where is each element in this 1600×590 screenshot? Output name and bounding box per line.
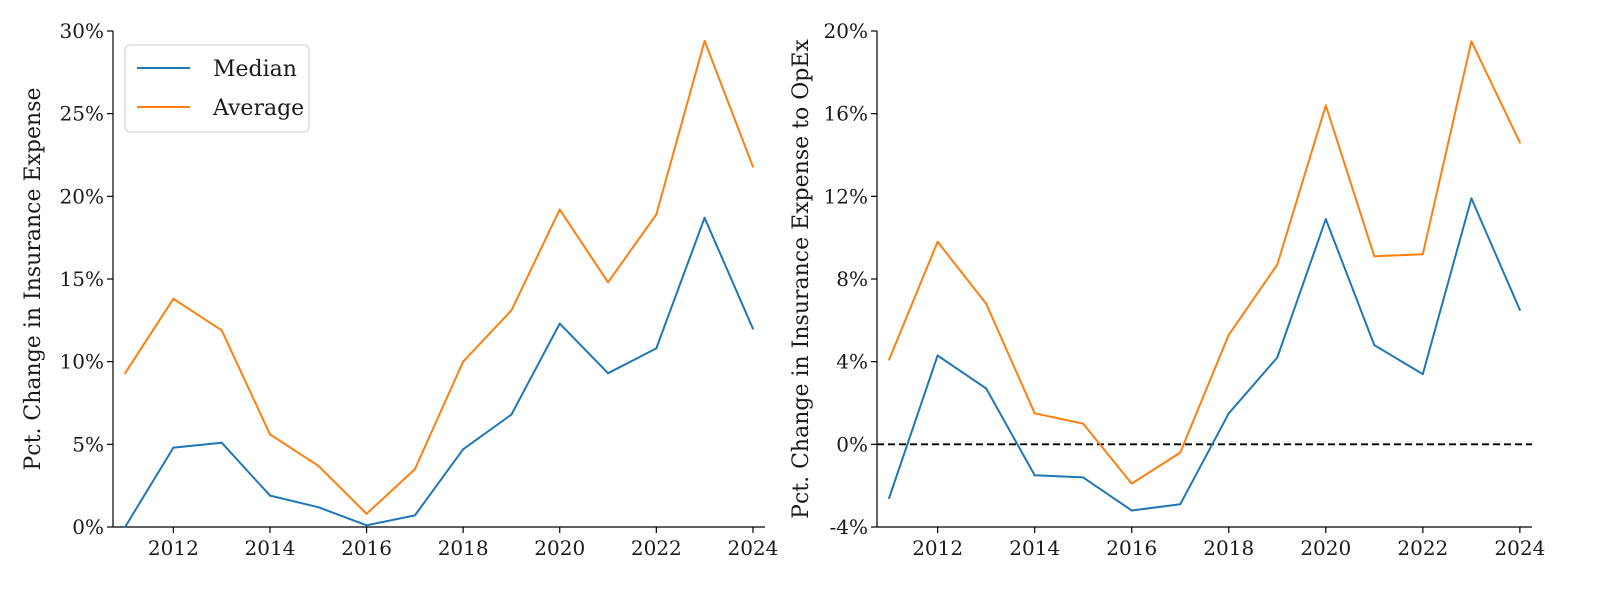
data-point-average — [1324, 104, 1327, 107]
data-point-median — [1373, 344, 1376, 347]
data-point-average — [888, 358, 891, 361]
data-point-average — [655, 213, 658, 216]
data-point-median — [268, 494, 271, 497]
data-point-average — [1276, 263, 1279, 266]
data-point-average — [1179, 451, 1182, 454]
y-axis-title: Pct. Change in Insurance Expense to OpEx — [789, 39, 814, 519]
y-tick-label: 20% — [824, 19, 868, 43]
data-point-average — [1470, 40, 1473, 43]
data-point-average — [985, 302, 988, 305]
data-point-average — [607, 281, 610, 284]
x-tick-label: 2024 — [1494, 536, 1545, 560]
data-point-median — [655, 347, 658, 350]
data-point-average — [558, 208, 561, 211]
data-point-average — [1033, 412, 1036, 415]
data-point-median — [1227, 412, 1230, 415]
series-line-average — [124, 39, 754, 515]
x-tick-label: 2020 — [1300, 536, 1351, 560]
data-point-average — [1421, 253, 1424, 256]
x-tick-label: 2020 — [534, 536, 585, 560]
data-point-median — [1130, 509, 1133, 512]
insurance-expense-chart: 0% 5% 10% 15% 20% 25% 30% 2012 2014 2016 2018 2020 2… — [21, 19, 778, 560]
y-tick-label: 10% — [60, 350, 104, 374]
data-point-median — [607, 372, 610, 375]
y-tick-label: 12% — [824, 184, 868, 208]
data-point-median — [1179, 503, 1182, 506]
y-tick-label: -4% — [830, 515, 869, 539]
data-point-average — [1227, 333, 1230, 336]
x-tick-label: 2018 — [1203, 536, 1254, 560]
y-tick-label: 4% — [836, 350, 868, 374]
data-point-average — [268, 433, 271, 436]
data-point-median — [936, 354, 939, 357]
x-tick-label: 2022 — [631, 536, 682, 560]
data-point-average — [510, 309, 513, 312]
data-point-median — [1033, 474, 1036, 477]
data-point-median — [220, 441, 223, 444]
data-point-median — [751, 327, 754, 330]
data-point-average — [1082, 422, 1085, 425]
data-point-average — [1130, 482, 1133, 485]
data-point-average — [751, 165, 754, 168]
y-tick-label: 0% — [836, 432, 868, 456]
y-tick-label: 20% — [60, 184, 104, 208]
y-axis-title: Pct. Change in Insurance Expense — [21, 87, 46, 470]
x-tick-label: 2014 — [1009, 536, 1060, 560]
data-point-average — [1518, 141, 1521, 144]
data-point-average — [220, 329, 223, 332]
series-line-average — [888, 40, 1521, 485]
x-tick-label: 2014 — [245, 536, 296, 560]
data-point-median — [888, 497, 891, 500]
data-point-median — [1470, 197, 1473, 200]
y-tick-label: 5% — [72, 432, 104, 456]
data-point-median — [1276, 356, 1279, 359]
data-point-average — [365, 512, 368, 515]
data-point-median — [462, 448, 465, 451]
data-point-median — [365, 524, 368, 527]
data-point-average — [413, 468, 416, 471]
data-point-median — [1518, 309, 1521, 311]
x-tick-label: 2024 — [727, 536, 778, 560]
data-point-median — [1324, 218, 1327, 221]
data-point-average — [1373, 255, 1376, 258]
x-tick-label: 2016 — [341, 536, 392, 560]
data-point-median — [413, 514, 416, 517]
data-point-average — [317, 464, 320, 467]
y-tick-label: 0% — [72, 515, 104, 539]
legend-label-median: Median — [213, 57, 297, 82]
x-tick-label: 2016 — [1106, 536, 1157, 560]
x-tick-label: 2022 — [1397, 536, 1448, 560]
legend-box — [124, 44, 310, 133]
legend-label-average: Average — [212, 96, 304, 121]
y-tick-label: 15% — [60, 267, 104, 291]
x-tick-label: 2012 — [148, 536, 199, 560]
data-point-median — [124, 526, 127, 528]
data-point-median — [1421, 373, 1424, 376]
series-line-median — [124, 216, 754, 528]
x-tick-label: 2018 — [438, 536, 489, 560]
y-tick-label: 16% — [824, 102, 868, 126]
y-tick-label: 30% — [60, 19, 104, 43]
x-tick-label: 2012 — [912, 536, 963, 560]
data-point-average — [936, 240, 939, 243]
data-point-average — [124, 372, 127, 375]
series-line-median — [888, 197, 1521, 512]
legend: Median Average — [124, 44, 310, 133]
data-point-median — [317, 506, 320, 509]
data-point-median — [172, 446, 175, 449]
y-tick-label: 25% — [60, 102, 104, 126]
data-point-average — [462, 360, 465, 363]
y-tick-label: 8% — [836, 267, 868, 291]
data-point-median — [558, 322, 561, 325]
data-point-average — [172, 297, 175, 300]
data-point-median — [1082, 476, 1085, 479]
data-point-median — [985, 387, 988, 390]
data-point-average — [703, 39, 706, 42]
data-point-median — [703, 216, 706, 219]
insurance-to-opex-chart: -4% 0% 4% 8% 12% 16% 20% 2012 2014 2016 2018 2020 20… — [789, 19, 1545, 560]
data-point-median — [510, 413, 513, 416]
